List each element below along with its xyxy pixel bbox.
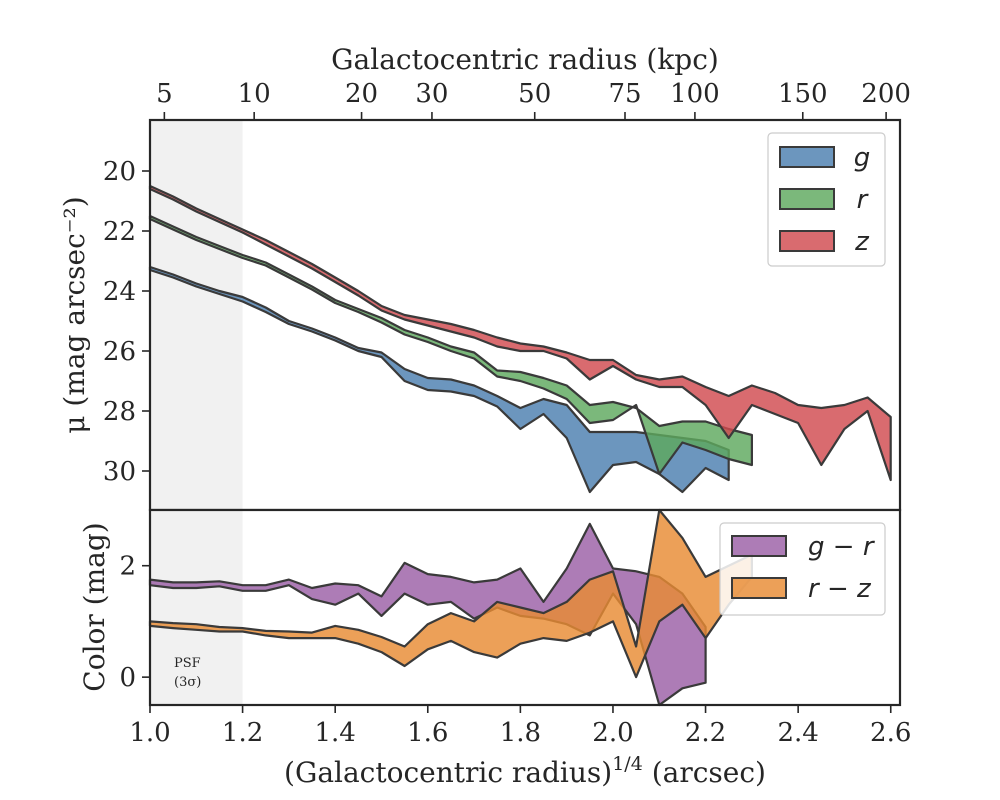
y-tick-label: 2 <box>119 552 136 582</box>
x-tick-label: 1.2 <box>222 718 263 748</box>
kpc-tick-label: 50 <box>518 79 551 109</box>
kpc-tick-label: 20 <box>345 79 378 109</box>
legend-label: r <box>857 185 870 215</box>
band-g-area <box>148 265 730 494</box>
x-tick-label: 2.2 <box>685 718 726 748</box>
bottom-y-axis-label: Color (mag) <box>78 522 111 691</box>
legend-label: z <box>854 227 870 257</box>
legend-swatch <box>731 577 787 599</box>
x-tick-label: 1.4 <box>315 718 356 748</box>
x-tick-label: 1.8 <box>500 718 541 748</box>
band-z-area <box>148 184 892 482</box>
top-x-axis-label: Galactocentric radius (kpc) <box>331 43 719 76</box>
kpc-tick-label: 5 <box>156 79 173 109</box>
color-panel: 02 1.0 1.2 1.4 1.6 1.8 2.0 2.2 2.4 2.6 g − rr − … <box>119 508 911 748</box>
x-axis-label-main: (Galactocentric radius) <box>284 756 612 789</box>
kpc-tick-label: 75 <box>608 79 641 109</box>
x-tick-label: 1.0 <box>129 718 170 748</box>
psf-label-line2: (3σ) <box>174 675 201 690</box>
x-tick-label: 1.6 <box>407 718 448 748</box>
top-y-axis-ticks: 20 22 24 26 28 30 <box>103 157 150 487</box>
x-axis-label-exponent: 1/4 <box>612 753 643 775</box>
x-tick-label: 2.4 <box>777 718 818 748</box>
legend-swatch <box>779 230 835 252</box>
psf-shaded-region-bottom <box>150 510 243 705</box>
kpc-tick-label: 200 <box>861 79 911 109</box>
y-tick-label: 22 <box>103 217 136 247</box>
color-legend: g − r r − z <box>719 522 886 616</box>
legend-label: g <box>854 143 871 173</box>
top-y-axis-label: μ (mag arcsec⁻²) <box>58 196 91 433</box>
kpc-tick-label: 150 <box>778 79 828 109</box>
legend-swatch <box>779 146 835 168</box>
bottom-y-axis-ticks: 02 <box>119 552 150 693</box>
band-r-area <box>148 214 753 476</box>
y-tick-label: 28 <box>103 397 136 427</box>
y-tick-label: 0 <box>119 663 136 693</box>
legend-label: g − r <box>808 532 876 562</box>
y-tick-label: 26 <box>103 337 136 367</box>
x-axis-label-unit: (arcsec) <box>652 756 766 789</box>
x-axis-label: (Galactocentric radius)1/4 (arcsec) <box>284 753 766 789</box>
surface-brightness-bands <box>148 184 892 494</box>
kpc-tick-label: 10 <box>238 79 271 109</box>
kpc-tick-label: 30 <box>415 79 448 109</box>
psf-label-line1: PSF <box>174 656 201 671</box>
bottom-x-axis-ticks: 1.0 1.2 1.4 1.6 1.8 2.0 2.2 2.4 2.6 <box>129 705 911 748</box>
band-legend: grz <box>767 132 886 267</box>
band-gr-area <box>148 522 707 707</box>
x-axis-label-unit-space <box>643 756 652 789</box>
kpc-axis-ticks: 5 10 20 30 50 75 100 150 200 <box>156 79 911 120</box>
legend-swatch <box>779 188 835 210</box>
legend-label: r − z <box>808 574 872 604</box>
y-tick-label: 20 <box>103 157 136 187</box>
legend-swatch <box>731 535 787 557</box>
y-tick-label: 30 <box>103 457 136 487</box>
bottom-plot-frame <box>148 508 902 707</box>
y-tick-label: 24 <box>103 277 136 307</box>
kpc-tick-label: 100 <box>670 79 720 109</box>
surface-brightness-panel: 20 22 24 26 28 30 5 10 20 30 50 75 100 150 200 grz <box>103 79 911 516</box>
x-tick-label: 2.0 <box>592 718 633 748</box>
psf-shaded-region-top <box>150 120 243 510</box>
x-tick-label: 2.6 <box>870 718 911 748</box>
